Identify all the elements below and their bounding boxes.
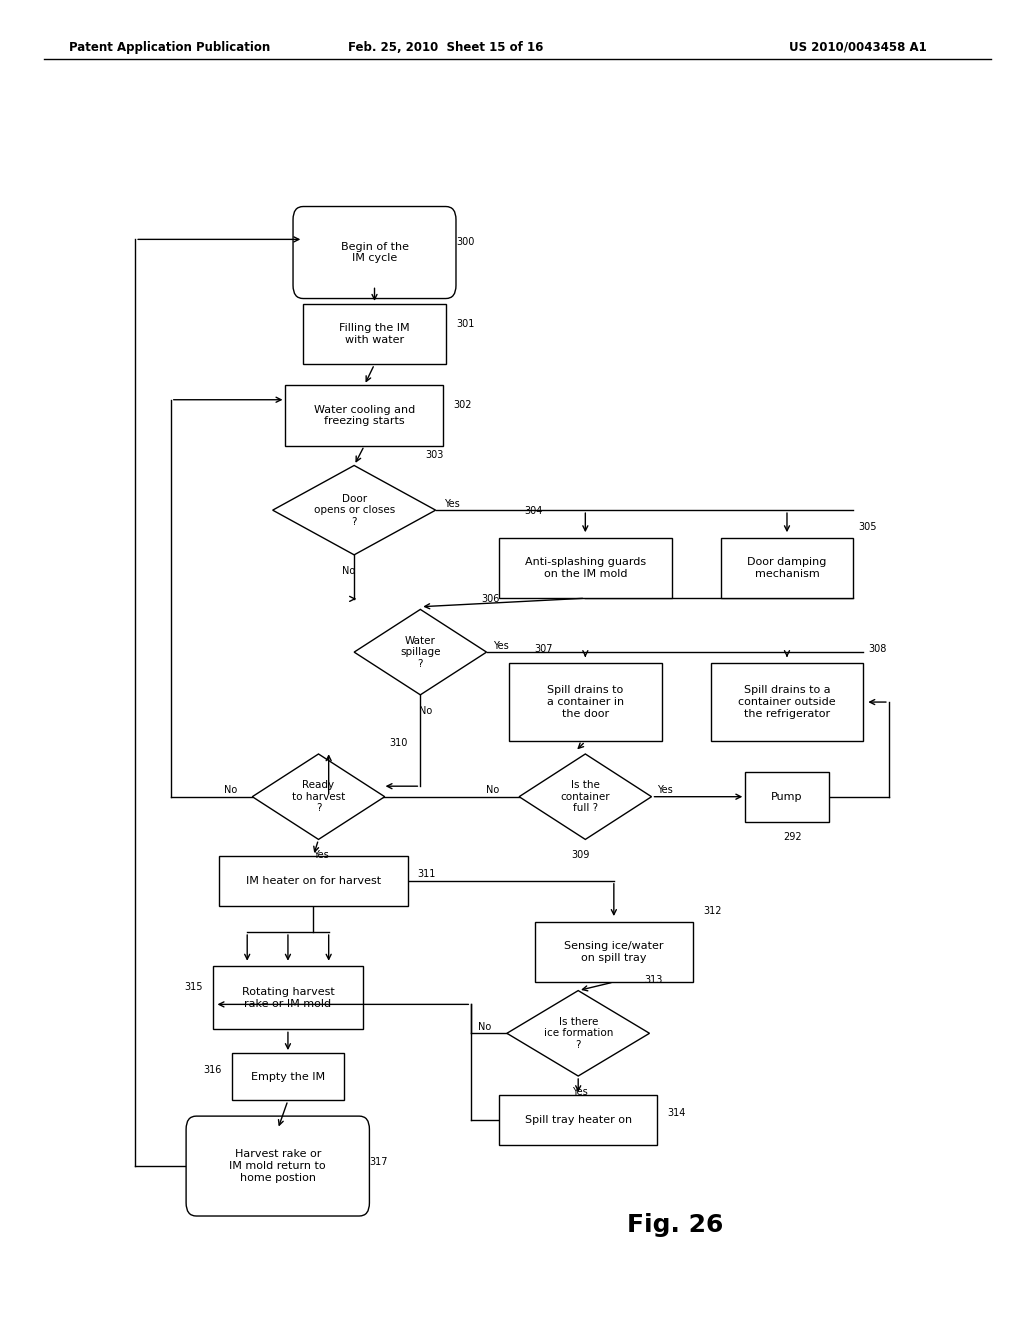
Text: 302: 302 xyxy=(454,400,472,411)
Text: 316: 316 xyxy=(204,1065,222,1074)
Text: Spill tray heater on: Spill tray heater on xyxy=(524,1115,632,1125)
Text: Is the
container
full ?: Is the container full ? xyxy=(560,780,610,813)
Polygon shape xyxy=(272,466,435,554)
Text: 312: 312 xyxy=(702,906,722,916)
FancyBboxPatch shape xyxy=(186,1117,370,1216)
Text: Yes: Yes xyxy=(443,499,460,508)
Text: Spill drains to a
container outside
the refrigerator: Spill drains to a container outside the … xyxy=(738,685,836,718)
Text: Door
opens or closes
?: Door opens or closes ? xyxy=(313,494,395,527)
Text: 317: 317 xyxy=(370,1158,388,1167)
Text: 303: 303 xyxy=(425,450,443,459)
Text: Yes: Yes xyxy=(493,640,508,651)
Text: Spill drains to
a container in
the door: Spill drains to a container in the door xyxy=(547,685,624,718)
Text: Begin of the
IM cycle: Begin of the IM cycle xyxy=(341,242,409,263)
Text: Pump: Pump xyxy=(771,792,803,801)
Text: Yes: Yes xyxy=(656,785,673,795)
Text: US 2010/0043458 A1: US 2010/0043458 A1 xyxy=(790,41,927,54)
Text: 314: 314 xyxy=(668,1109,686,1118)
Text: 306: 306 xyxy=(481,594,500,603)
Text: Yes: Yes xyxy=(572,1086,588,1097)
Bar xyxy=(721,537,853,598)
Text: 307: 307 xyxy=(535,644,553,655)
Text: No: No xyxy=(485,785,499,795)
Text: Feb. 25, 2010  Sheet 15 of 16: Feb. 25, 2010 Sheet 15 of 16 xyxy=(348,41,544,54)
Bar xyxy=(745,772,828,821)
Text: Is there
ice formation
?: Is there ice formation ? xyxy=(544,1016,613,1049)
Bar xyxy=(500,1096,657,1144)
Text: IM heater on for harvest: IM heater on for harvest xyxy=(246,876,381,886)
Polygon shape xyxy=(354,610,486,694)
Bar xyxy=(509,663,662,742)
Text: 308: 308 xyxy=(868,644,887,655)
Bar xyxy=(286,385,443,446)
Text: Water
spillage
?: Water spillage ? xyxy=(400,635,440,669)
Polygon shape xyxy=(507,990,649,1076)
Text: Fig. 26: Fig. 26 xyxy=(627,1213,723,1237)
Text: Harvest rake or
IM mold return to
home postion: Harvest rake or IM mold return to home p… xyxy=(229,1150,326,1183)
FancyBboxPatch shape xyxy=(293,206,456,298)
Text: No: No xyxy=(478,1022,492,1032)
Text: Anti-splashing guards
on the IM mold: Anti-splashing guards on the IM mold xyxy=(524,557,646,578)
Bar xyxy=(213,966,364,1030)
Text: No: No xyxy=(419,706,432,715)
Text: 313: 313 xyxy=(644,975,663,985)
Bar xyxy=(499,537,672,598)
Text: Yes: Yes xyxy=(312,850,329,861)
Text: 301: 301 xyxy=(456,318,474,329)
Text: 305: 305 xyxy=(858,523,877,532)
Text: No: No xyxy=(342,565,355,576)
Text: Sensing ice/water
on spill tray: Sensing ice/water on spill tray xyxy=(564,941,664,962)
Text: 311: 311 xyxy=(418,870,436,879)
Text: 300: 300 xyxy=(456,238,474,247)
Text: No: No xyxy=(224,785,237,795)
Bar xyxy=(711,663,863,742)
Text: Rotating harvest
rake or IM mold: Rotating harvest rake or IM mold xyxy=(242,987,334,1008)
Bar xyxy=(231,1053,344,1101)
Text: 315: 315 xyxy=(184,982,203,993)
Bar xyxy=(535,921,693,982)
Text: Empty the IM: Empty the IM xyxy=(251,1072,325,1081)
Polygon shape xyxy=(252,754,385,840)
Polygon shape xyxy=(519,754,651,840)
Bar xyxy=(303,304,445,364)
Text: 309: 309 xyxy=(571,850,590,861)
Text: 304: 304 xyxy=(524,507,543,516)
Text: 292: 292 xyxy=(782,833,802,842)
Bar xyxy=(219,855,408,906)
Text: Door damping
mechanism: Door damping mechanism xyxy=(748,557,826,578)
Text: Ready
to harvest
?: Ready to harvest ? xyxy=(292,780,345,813)
Text: Water cooling and
freezing starts: Water cooling and freezing starts xyxy=(313,405,415,426)
Text: Filling the IM
with water: Filling the IM with water xyxy=(339,323,410,345)
Text: 310: 310 xyxy=(390,738,409,748)
Text: Patent Application Publication: Patent Application Publication xyxy=(69,41,270,54)
